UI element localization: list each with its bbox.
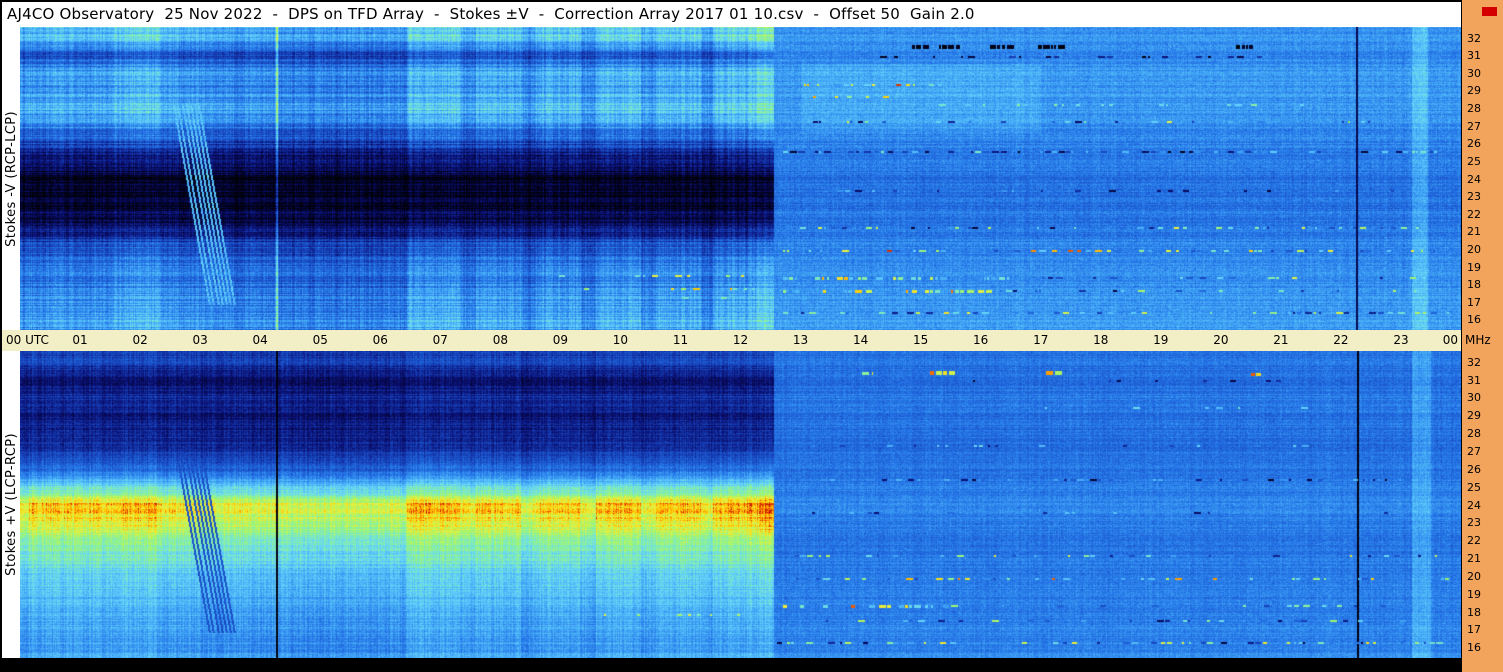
freq-tick-label: 23 [1467,190,1481,204]
time-tick-label: 22 [1333,333,1349,347]
time-tick-label: 09 [552,333,569,347]
bottom-frame [2,658,1461,672]
freq-tick-label: 31 [1467,49,1481,63]
time-tick-label: 18 [1093,333,1109,347]
time-tick-label: 15 [912,333,929,347]
time-tick-label: 21 [1273,333,1289,347]
mhz-unit-label: MHz [1465,333,1491,347]
panel-top-label: Stokes -V (RCP-LCP) [3,110,19,247]
window-title: AJ4CO Observatory 25 Nov 2022 - DPS on T… [7,5,975,23]
time-tick-label: 14 [852,333,869,347]
freq-tick-label: 31 [1467,373,1481,387]
freq-tick-label: 32 [1467,355,1481,369]
time-tick-label: 12 [732,333,749,347]
time-tick-label: 11 [672,333,689,347]
freq-tick-label: 23 [1467,516,1481,530]
freq-tick-label: 26 [1467,462,1481,476]
time-tick-label: 13 [792,333,809,347]
freq-tick-label: 16 [1467,313,1481,327]
freq-tick-label: 18 [1467,605,1481,619]
time-tick-label: 05 [312,333,328,347]
time-tick-label: 23 [1393,333,1409,347]
spectrogram-canvas-bottom [20,351,1461,658]
ylabel-strip-bottom: Stokes +V (LCP-RCP) [2,351,20,658]
spectrogram-canvas-top [20,27,1461,330]
freq-strip: 32 31 30 29 28 27 26 25 24 23 22 21 20 19 18 17 16 32 31 30… [1461,0,1503,672]
red-marker [1482,7,1497,16]
freq-tick-label: 22 [1467,534,1481,548]
freq-tick-label: 30 [1467,391,1481,405]
time-tick-label: 06 [372,333,388,347]
freq-tick-label: 28 [1467,102,1481,116]
time-tick-label: 17 [1033,333,1049,347]
time-tick-label: 16 [973,333,989,347]
time-tick-label: 01 [72,333,88,347]
freq-tick-label: 19 [1467,587,1481,601]
time-axis: 00 UTC 00 01 02 03 04 05 06 07 08 09 10 11 12 13 14 15… [2,330,1461,351]
freq-tick-label: 21 [1467,225,1481,239]
freq-tick-label: 21 [1467,552,1481,566]
axis-start-label: 00 UTC [6,333,49,347]
freq-tick-label: 25 [1467,480,1481,494]
freq-tick-label: 19 [1467,260,1481,274]
time-tick-label: 10 [612,333,629,347]
freq-tick-label: 25 [1467,154,1481,168]
freq-tick-label: 27 [1467,444,1481,458]
freq-tick-label: 32 [1467,31,1481,45]
freq-tick-label: 16 [1467,641,1481,655]
freq-tick-label: 20 [1467,242,1481,256]
time-tick-label: 02 [132,333,148,347]
time-tick-label: 03 [192,333,208,347]
freq-tick-label: 26 [1467,137,1481,151]
freq-tick-label: 27 [1467,119,1481,133]
freq-tick-label: 17 [1467,623,1481,637]
axis-end-label: 00 [1442,333,1458,347]
freq-tick-label: 29 [1467,409,1481,423]
freq-tick-label: 24 [1467,172,1481,186]
title-bar: AJ4CO Observatory 25 Nov 2022 - DPS on T… [2,2,1461,27]
freq-tick-label: 17 [1467,295,1481,309]
freq-tick-label: 24 [1467,498,1481,512]
time-tick-label: 20 [1213,333,1229,347]
freq-tick-label: 29 [1467,84,1481,98]
freq-tick-label: 22 [1467,207,1481,221]
freq-tick-label: 18 [1467,278,1481,292]
time-tick-label: 04 [252,333,268,347]
time-tick-label: 19 [1153,333,1169,347]
time-tick-label: 08 [492,333,508,347]
freq-tick-label: 28 [1467,427,1481,441]
freq-tick-label: 30 [1467,66,1481,80]
ylabel-strip-top: Stokes -V (RCP-LCP) [2,27,20,330]
panel-bottom-label: Stokes +V (LCP-RCP) [3,433,19,576]
freq-tick-label: 20 [1467,569,1481,583]
time-tick-label: 07 [432,333,448,347]
